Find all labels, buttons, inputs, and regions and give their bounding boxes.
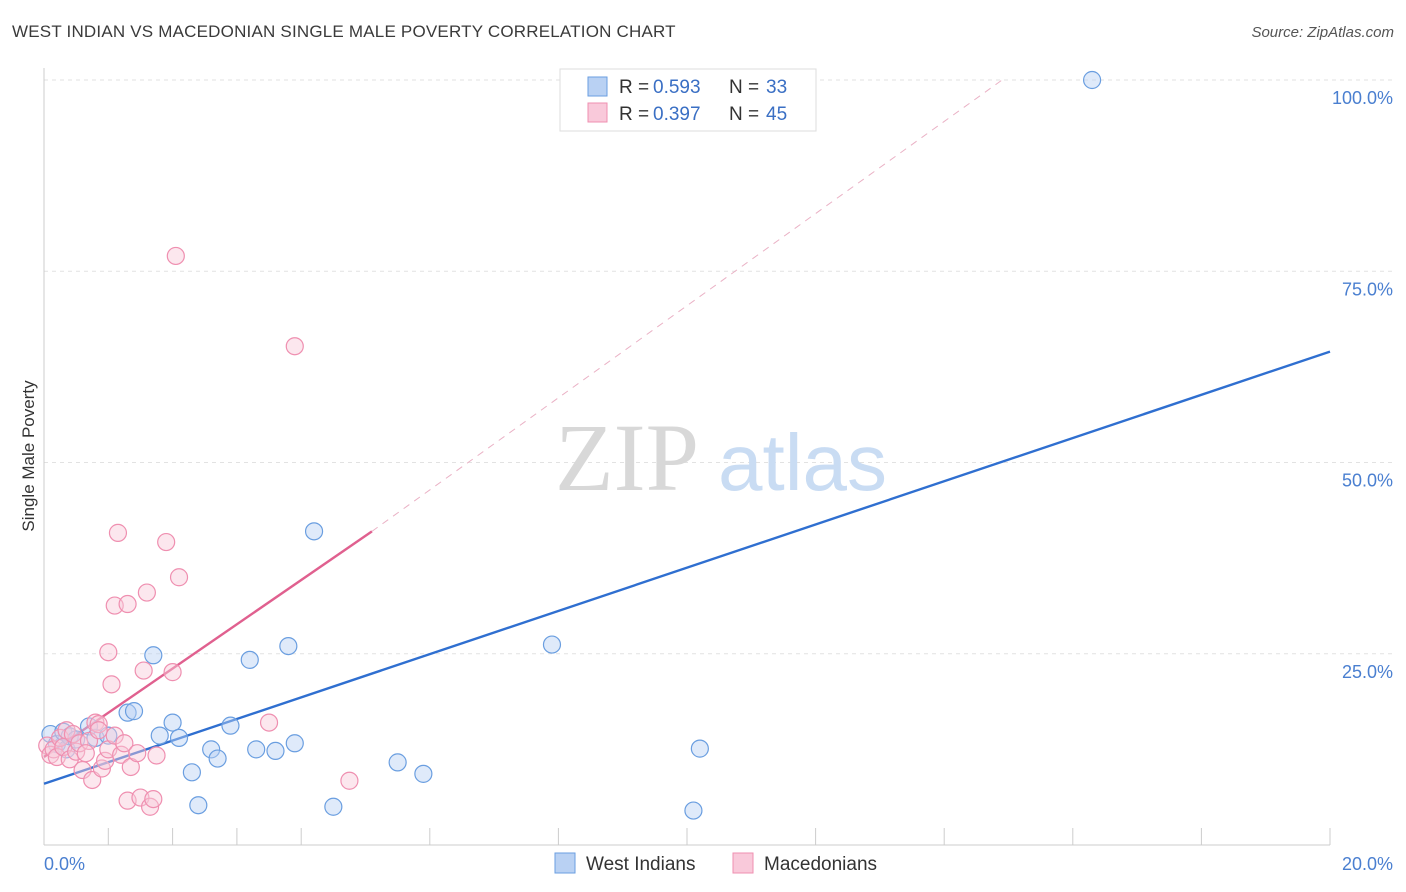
macedonians-point-17 xyxy=(95,751,115,770)
west-indians-point-30 xyxy=(684,801,703,820)
legend-n-label-1: N = xyxy=(729,77,759,98)
west-indians-point-32 xyxy=(1082,70,1102,90)
y-tick-labels: 25.0% 50.0% 75.0% 100.0% xyxy=(1332,88,1393,682)
gridlines xyxy=(44,79,1393,655)
west-indians-point-31 xyxy=(690,739,709,758)
macedonians-point-29 xyxy=(128,744,147,763)
west-indians-point-25 xyxy=(304,522,324,541)
legend-r-value-1: 0.593 xyxy=(653,77,701,98)
chart-title: WEST INDIAN VS MACEDONIAN SINGLE MALE PO… xyxy=(12,22,676,41)
macedonians-point-24 xyxy=(108,523,128,542)
macedonians-point-38 xyxy=(166,246,185,266)
west-indians-point-21 xyxy=(247,740,266,759)
bottom-legend-macedonians: Macedonians xyxy=(764,854,877,875)
west-indians-point-20 xyxy=(240,650,259,669)
macedonians-point-42 xyxy=(147,746,166,765)
macedonians-point-20 xyxy=(112,745,131,764)
west-indians-point-16 xyxy=(189,796,208,815)
y-axis-label: Single Male Poverty xyxy=(19,380,38,532)
macedonians-point-25 xyxy=(115,734,134,753)
west-indians-point-27 xyxy=(388,753,407,772)
trendline-0 xyxy=(43,350,1331,785)
west-indians-point-17 xyxy=(202,740,221,759)
west-indians-point-23 xyxy=(279,636,298,656)
west-indians-point-13 xyxy=(163,713,182,732)
legend-r-label-1: R = xyxy=(619,77,649,98)
x-tick-label-max: 20.0% xyxy=(1342,854,1393,874)
watermark-atlas: atlas xyxy=(718,418,887,507)
west-indians-point-10 xyxy=(124,702,144,721)
macedonians-point-41 xyxy=(340,771,359,790)
x-tick-marks xyxy=(107,828,1331,845)
west-indians-point-15 xyxy=(182,763,201,782)
legend-swatch-macedonians xyxy=(587,102,608,123)
macedonians-point-37 xyxy=(169,568,189,587)
macedonians-point-27 xyxy=(118,594,137,614)
y-tick-label-50: 50.0% xyxy=(1342,471,1393,491)
legend-n-label-2: N = xyxy=(729,104,759,125)
west-indians-point-24 xyxy=(285,734,304,753)
west-indians-point-9 xyxy=(118,703,137,722)
macedonians-point-36 xyxy=(163,663,182,682)
west-indians-point-12 xyxy=(150,726,169,745)
macedonians-point-31 xyxy=(134,661,153,680)
bottom-legend-west-indians: West Indians xyxy=(586,854,695,875)
watermark-zip: ZIP xyxy=(555,404,699,511)
legend: R = 0.593 N = 33 R = 0.397 N = 45 xyxy=(559,68,817,132)
legend-swatch-west-indians xyxy=(587,76,608,97)
macedonians-point-21 xyxy=(99,643,118,662)
y-tick-label-25: 25.0% xyxy=(1342,662,1393,682)
x-tick-label-min: 0.0% xyxy=(44,854,85,874)
macedonians-point-8 xyxy=(63,724,83,744)
macedonians-point-40 xyxy=(285,337,304,356)
macedonians-point-39 xyxy=(259,713,279,732)
legend-n-value-2: 45 xyxy=(766,104,787,125)
macedonians-point-15 xyxy=(89,715,108,734)
trendline-1 xyxy=(43,530,373,759)
macedonians-point-32 xyxy=(137,583,156,602)
macedonians-point-43 xyxy=(76,744,95,763)
y-tick-label-100: 100.0% xyxy=(1332,88,1393,108)
macedonians-point-22 xyxy=(102,675,121,694)
macedonians-point-44 xyxy=(89,721,108,740)
macedonians-point-19 xyxy=(105,726,124,745)
bottom-legend-swatch-macedonians xyxy=(732,852,754,874)
trendlines xyxy=(43,79,1331,785)
legend-r-label-2: R = xyxy=(619,104,649,125)
west-indians-point-26 xyxy=(324,797,343,816)
west-indians-point-18 xyxy=(208,749,227,768)
west-indians-point-19 xyxy=(221,716,240,735)
west-indians-point-28 xyxy=(414,764,433,783)
source-label: Source: ZipAtlas.com xyxy=(1251,24,1394,41)
bottom-legend-swatch-west-indians xyxy=(554,852,576,874)
west-indians-point-22 xyxy=(266,741,285,761)
macedonians-point-35 xyxy=(157,532,176,552)
data-points xyxy=(38,70,1102,820)
west-indians-point-11 xyxy=(144,646,163,665)
bottom-legend: West Indians Macedonians xyxy=(554,852,877,875)
macedonians-point-34 xyxy=(144,789,163,809)
west-indians-point-29 xyxy=(542,635,562,654)
legend-r-value-2: 0.397 xyxy=(653,104,701,125)
y-tick-label-75: 75.0% xyxy=(1342,279,1393,299)
legend-n-value-1: 33 xyxy=(766,77,787,98)
west-indians-point-14 xyxy=(169,728,189,748)
